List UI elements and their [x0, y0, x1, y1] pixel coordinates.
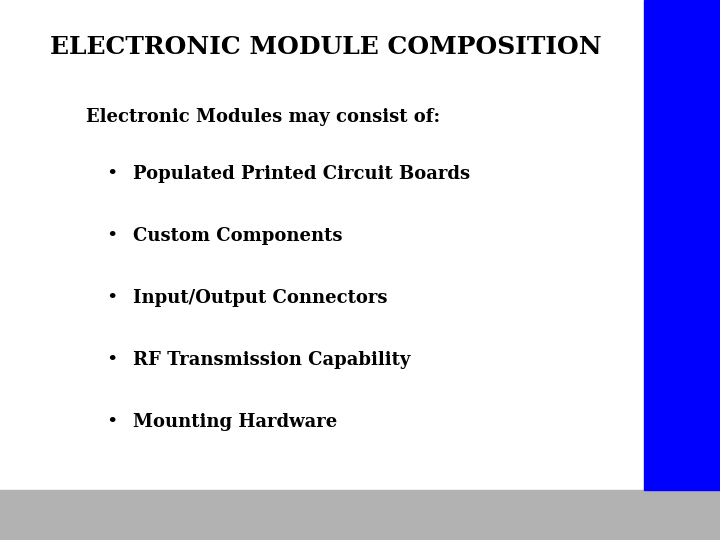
Text: Electronic Modules may consist of:: Electronic Modules may consist of:: [86, 108, 441, 126]
Text: Input/Output Connectors: Input/Output Connectors: [133, 289, 387, 307]
Text: •: •: [106, 165, 117, 183]
Bar: [0, 490, 720, 540]
Text: RF Transmission Capability: RF Transmission Capability: [133, 351, 410, 369]
Text: ELECTRONIC MODULE COMPOSITION: ELECTRONIC MODULE COMPOSITION: [50, 35, 602, 59]
Text: •: •: [106, 289, 117, 307]
Bar: [644, 0, 720, 490]
Text: •: •: [106, 227, 117, 245]
Text: Custom Components: Custom Components: [133, 227, 343, 245]
Text: Mounting Hardware: Mounting Hardware: [133, 413, 338, 431]
Text: •: •: [106, 413, 117, 431]
Text: •: •: [106, 351, 117, 369]
Text: Populated Printed Circuit Boards: Populated Printed Circuit Boards: [133, 165, 470, 183]
